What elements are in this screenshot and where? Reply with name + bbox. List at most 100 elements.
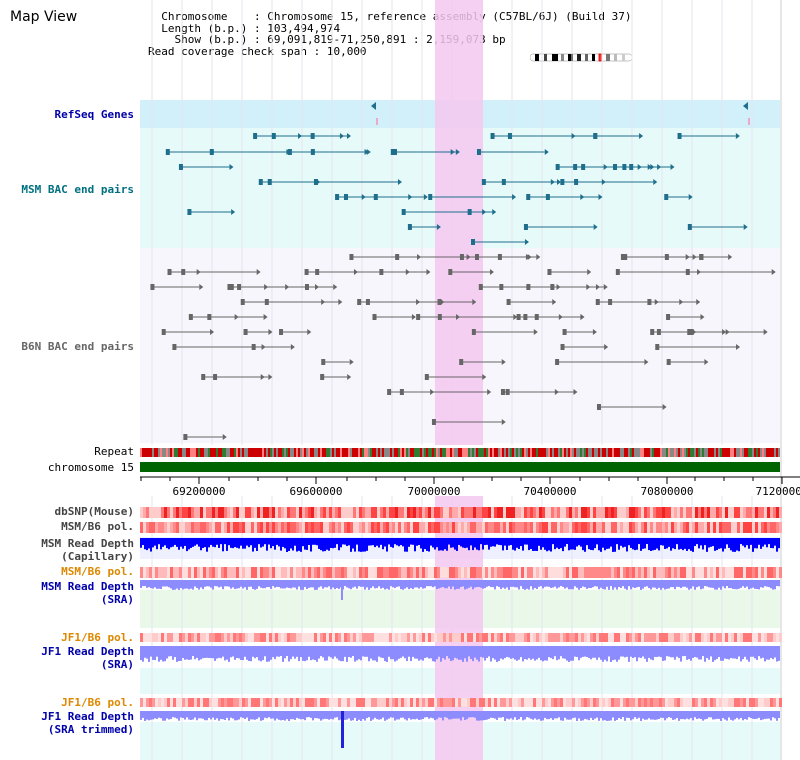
depth-bar bbox=[570, 646, 572, 661]
heat-cell bbox=[545, 567, 548, 578]
heat-cell bbox=[311, 567, 314, 578]
heat-cell bbox=[413, 522, 416, 533]
track-label-msm-depth-capillary[interactable]: MSM Read Depth (Capillary) bbox=[41, 537, 134, 563]
heat-cell bbox=[254, 567, 257, 578]
depth-bar bbox=[532, 580, 534, 590]
depth-bar bbox=[424, 580, 426, 589]
repeat-segment bbox=[422, 448, 424, 457]
heat-cell bbox=[554, 522, 557, 533]
track-label-b6n-bac[interactable]: B6N BAC end pairs bbox=[21, 340, 134, 353]
depth-bar bbox=[530, 646, 532, 660]
depth-bar bbox=[308, 538, 310, 546]
heat-cell bbox=[761, 698, 764, 707]
depth-bar bbox=[670, 580, 672, 588]
chromosome-ideogram[interactable] bbox=[530, 53, 634, 63]
heat-cell bbox=[365, 567, 368, 578]
heat-cell bbox=[221, 507, 224, 518]
repeat-segment bbox=[502, 448, 504, 457]
repeat-segment bbox=[378, 448, 380, 457]
repeat-segment bbox=[588, 448, 590, 457]
track-label-dbsnp[interactable]: dbSNP(Mouse) bbox=[54, 505, 134, 518]
depth-bar bbox=[476, 580, 478, 588]
depth-bar bbox=[630, 646, 632, 657]
heat-cell bbox=[716, 567, 719, 578]
depth-bar bbox=[458, 711, 460, 719]
track-label-msm-depth-sra[interactable]: MSM Read Depth (SRA) bbox=[41, 580, 134, 606]
depth-bar bbox=[310, 646, 312, 661]
feature-arrow bbox=[234, 314, 239, 320]
repeat-segment bbox=[454, 448, 456, 457]
heat-cell bbox=[557, 507, 560, 518]
depth-bar bbox=[736, 646, 738, 660]
depth-bar bbox=[156, 580, 158, 589]
depth-bar bbox=[450, 711, 452, 720]
depth-bar bbox=[624, 646, 626, 658]
heat-cell bbox=[476, 633, 479, 642]
heat-cell bbox=[725, 567, 728, 578]
depth-bar bbox=[290, 646, 292, 660]
repeat-segment bbox=[596, 448, 598, 457]
heat-cell bbox=[494, 633, 497, 642]
depth-bar bbox=[266, 580, 268, 588]
depth-bar bbox=[676, 646, 678, 657]
heat-cell bbox=[254, 507, 257, 518]
depth-bar bbox=[384, 580, 386, 590]
repeat-segment bbox=[650, 448, 652, 457]
heat-cell bbox=[572, 698, 575, 707]
depth-bar bbox=[304, 538, 306, 550]
heat-cell bbox=[242, 507, 245, 518]
heat-cell bbox=[371, 522, 374, 533]
heat-cell bbox=[371, 567, 374, 578]
heat-cell bbox=[575, 567, 578, 578]
depth-bar bbox=[208, 580, 210, 587]
track-label-jf1-b6-pol[interactable]: JF1/B6 pol. bbox=[61, 631, 134, 644]
heat-cell bbox=[764, 698, 767, 707]
heat-cell bbox=[620, 698, 623, 707]
repeat-segment bbox=[722, 448, 724, 457]
depth-bar bbox=[388, 646, 390, 657]
depth-bar bbox=[372, 711, 374, 720]
track-label-jf1-b6-pol-2[interactable]: JF1/B6 pol. bbox=[61, 696, 134, 709]
depth-bar bbox=[268, 580, 270, 588]
depth-bar bbox=[698, 538, 700, 549]
repeat-segment bbox=[768, 448, 770, 457]
repeat-segment bbox=[652, 448, 654, 457]
depth-bar bbox=[140, 538, 142, 548]
heat-cell bbox=[623, 633, 626, 642]
chromosome-info-panel: Chromosome : Chromosome 15, reference as… bbox=[148, 11, 631, 57]
depth-bar bbox=[760, 646, 762, 659]
heat-cell bbox=[623, 522, 626, 533]
heat-cell bbox=[563, 507, 566, 518]
feature-arrow bbox=[512, 194, 517, 200]
depth-bar bbox=[778, 538, 780, 549]
track-label-msm-bac[interactable]: MSM BAC end pairs bbox=[21, 183, 134, 196]
depth-bar bbox=[276, 711, 278, 719]
depth-bar bbox=[274, 580, 276, 588]
depth-bar bbox=[562, 646, 564, 659]
heat-cell bbox=[536, 522, 539, 533]
heat-cell bbox=[314, 507, 317, 518]
track-label-refseq[interactable]: RefSeq Genes bbox=[54, 108, 134, 121]
track-label-msm-b6-pol[interactable]: MSM/B6 pol. bbox=[61, 520, 134, 533]
repeat-segment bbox=[280, 448, 282, 457]
track-label-msm-b6-pol-2[interactable]: MSM/B6 pol. bbox=[61, 565, 134, 578]
depth-bar bbox=[476, 538, 478, 550]
depth-bar bbox=[616, 538, 618, 545]
heat-cell bbox=[269, 633, 272, 642]
track-label-jf1-depth-trimmed[interactable]: JF1 Read Depth (SRA trimmed) bbox=[41, 710, 134, 736]
depth-bar bbox=[696, 646, 698, 658]
depth-bar bbox=[460, 580, 462, 587]
track-features[interactable] bbox=[140, 102, 782, 748]
heat-cell bbox=[530, 522, 533, 533]
track-label-jf1-depth-sra[interactable]: JF1 Read Depth (SRA) bbox=[41, 645, 134, 671]
depth-bar bbox=[212, 711, 214, 718]
repeat-segment bbox=[608, 448, 610, 457]
depth-bar bbox=[568, 646, 570, 662]
depth-bar bbox=[640, 580, 642, 590]
depth-bar bbox=[282, 646, 284, 662]
heat-cell bbox=[533, 507, 536, 518]
depth-bar bbox=[360, 711, 362, 721]
depth-bar bbox=[482, 711, 484, 721]
repeat-segment bbox=[702, 448, 704, 457]
